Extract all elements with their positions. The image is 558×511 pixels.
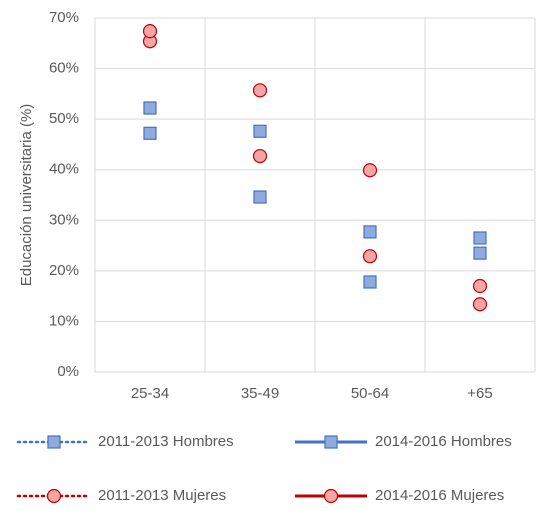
x-tick-label: 35-49 xyxy=(241,385,279,402)
y-tick-label: 50% xyxy=(49,110,79,127)
legend-marker xyxy=(323,488,339,504)
data-point xyxy=(142,24,158,39)
y-tick-label: 0% xyxy=(57,363,79,380)
y-tick-label: 70% xyxy=(49,9,79,26)
y-tick-label: 20% xyxy=(49,262,79,279)
data-point xyxy=(143,101,157,115)
data-point xyxy=(253,190,267,204)
data-point xyxy=(473,246,487,260)
data-point xyxy=(143,126,157,140)
y-tick-label: 10% xyxy=(49,312,79,329)
legend-label: 2014-2016 Hombres xyxy=(375,433,512,450)
data-point xyxy=(473,231,487,245)
x-tick-label: 50-64 xyxy=(351,385,389,402)
legend-marker xyxy=(46,488,62,504)
data-point xyxy=(362,249,378,264)
legend-label: 2014-2016 Mujeres xyxy=(375,487,504,504)
y-tick-label: 30% xyxy=(49,211,79,228)
y-tick-label: 40% xyxy=(49,161,79,178)
legend-label: 2011-2013 Hombres xyxy=(98,433,234,450)
x-tick-label: 25-34 xyxy=(131,385,169,402)
y-axis-label: Educación universitaria (%) xyxy=(18,104,35,287)
data-point xyxy=(252,148,268,164)
data-point xyxy=(363,275,377,289)
data-point xyxy=(252,83,268,98)
y-tick-label: 60% xyxy=(49,60,79,77)
data-point xyxy=(362,163,378,178)
legend-marker xyxy=(324,435,338,449)
data-point xyxy=(363,225,377,239)
legend-label: 2011-2013 Mujeres xyxy=(98,487,226,504)
data-point xyxy=(472,278,488,294)
x-tick-label: +65 xyxy=(467,385,492,402)
data-point xyxy=(253,124,267,138)
data-point xyxy=(472,297,488,312)
legend-marker xyxy=(47,435,61,449)
